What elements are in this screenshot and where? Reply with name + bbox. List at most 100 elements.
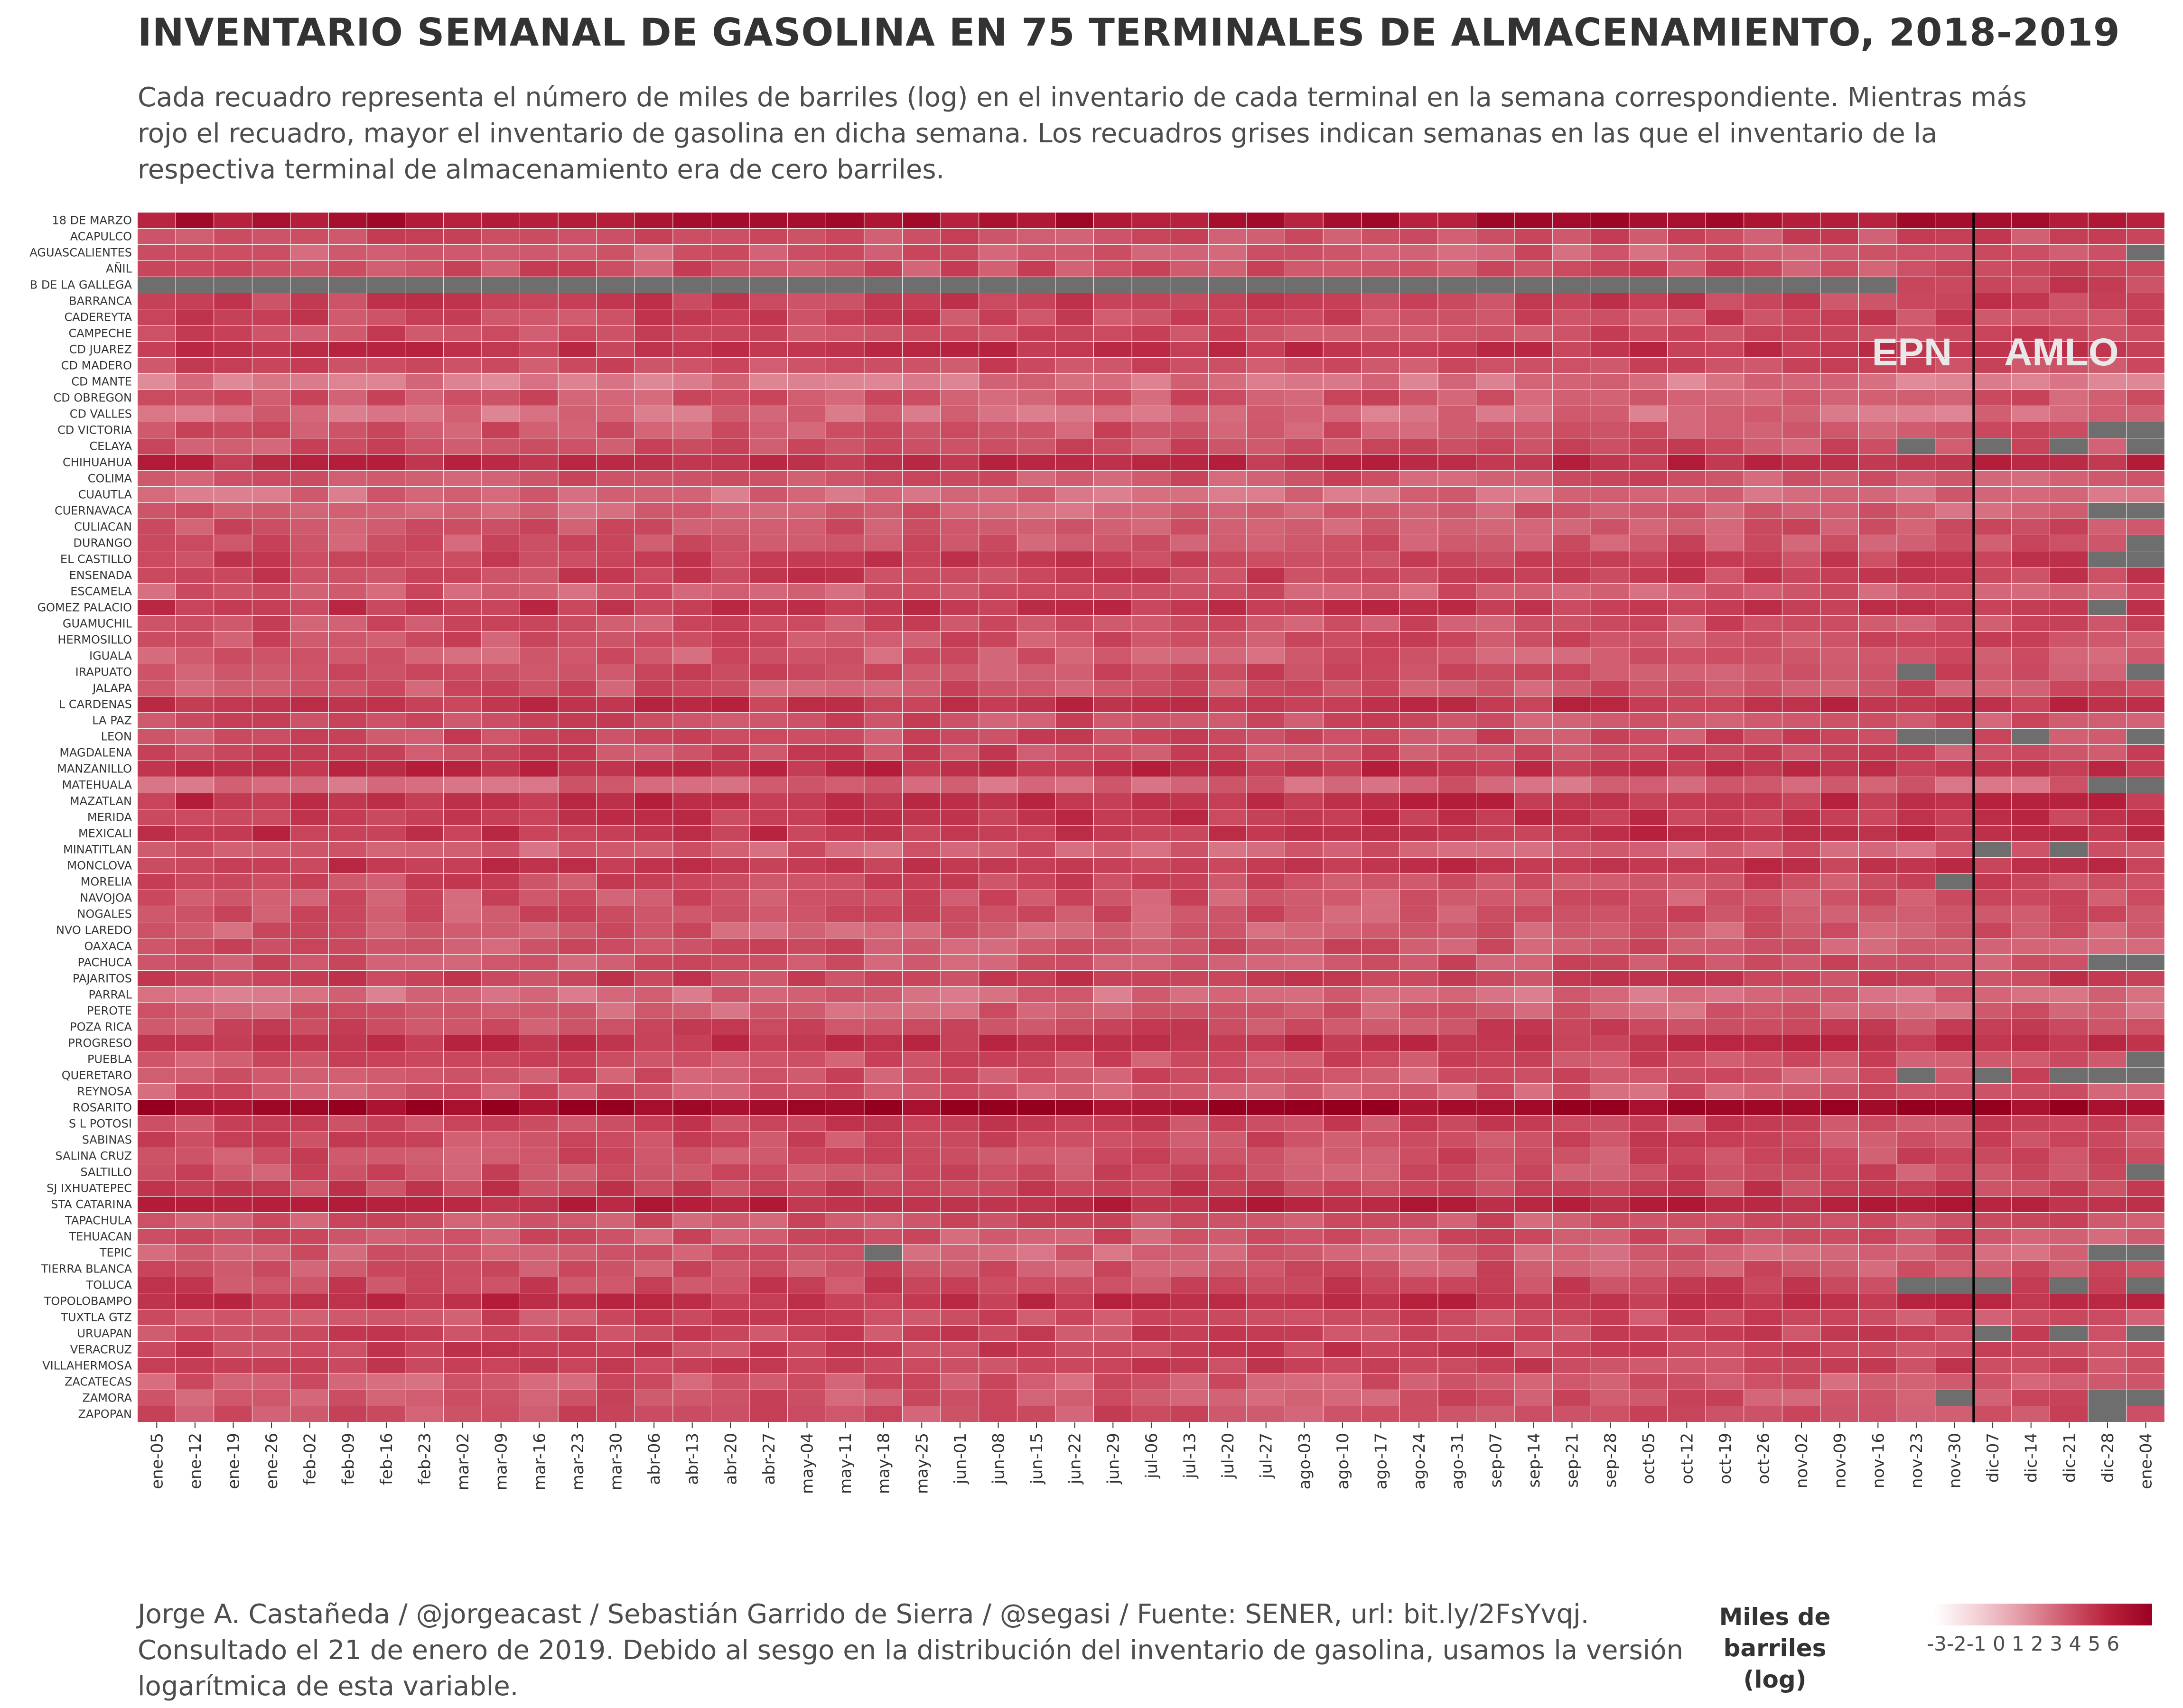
heatmap-cell — [1706, 826, 1744, 841]
heatmap-cell — [749, 955, 788, 970]
heatmap-cell — [979, 325, 1017, 341]
heatmap-cell — [903, 438, 941, 454]
heatmap-cell — [1247, 309, 1285, 325]
heatmap-cell — [1362, 1261, 1399, 1277]
heatmap-cell — [1820, 1213, 1858, 1228]
heatmap-cell — [1668, 277, 1706, 293]
heatmap-cell — [864, 358, 902, 373]
heatmap-cell — [1935, 277, 1973, 293]
heatmap-cell — [1820, 487, 1858, 502]
heatmap-cell — [1094, 471, 1132, 486]
heatmap-cell — [1859, 277, 1897, 293]
heatmap-cell — [903, 358, 941, 373]
heatmap-cell — [1897, 1164, 1935, 1180]
heatmap-cell — [1208, 987, 1247, 1003]
heatmap-cell — [864, 938, 902, 954]
heatmap-cell — [634, 1342, 673, 1357]
heatmap-cell — [979, 858, 1017, 873]
source-caption: Jorge A. Castañeda / @jorgeacast / Sebas… — [138, 1599, 1683, 1702]
heatmap-cell — [1399, 664, 1438, 680]
heatmap-cell — [367, 600, 405, 615]
heatmap-cell — [1170, 309, 1208, 325]
heatmap-cell — [1399, 390, 1438, 406]
heatmap-cell — [558, 309, 597, 325]
heatmap-cell — [176, 1390, 214, 1406]
heatmap-cell — [1170, 1068, 1208, 1083]
heatmap-cell — [1208, 1148, 1247, 1164]
heatmap-cell — [1055, 229, 1093, 244]
terminal-label: ZAMORA — [82, 1391, 132, 1404]
heatmap-cell — [252, 1035, 290, 1051]
heatmap-cell — [1323, 1164, 1362, 1180]
heatmap-cell — [138, 584, 176, 599]
heatmap-cell — [2127, 455, 2164, 470]
heatmap-cell — [1782, 890, 1820, 906]
heatmap-cell — [138, 971, 176, 986]
heatmap-cell — [1706, 842, 1744, 857]
heatmap-cell — [1285, 680, 1323, 696]
heatmap-cell — [2127, 842, 2164, 857]
heatmap-cell — [558, 745, 597, 761]
heatmap-cell — [597, 793, 634, 809]
heatmap-cell — [1591, 390, 1629, 406]
heatmap-cell — [1170, 1003, 1208, 1019]
heatmap-cell — [520, 858, 558, 873]
heatmap-cell — [903, 906, 941, 922]
heatmap-cell — [711, 406, 749, 422]
heatmap-cell — [405, 374, 443, 390]
heatmap-cell — [1285, 1358, 1323, 1374]
heatmap-cell — [1744, 584, 1782, 599]
heatmap-cell — [2088, 761, 2127, 777]
heatmap-cell — [290, 503, 328, 519]
heatmap-cell — [1782, 713, 1820, 728]
heatmap-cell — [1208, 1213, 1247, 1228]
heatmap-cell — [673, 1051, 711, 1067]
heatmap-cell — [903, 374, 941, 390]
heatmap-cell — [367, 987, 405, 1003]
heatmap-cell — [367, 1390, 405, 1406]
heatmap-cell — [1629, 858, 1667, 873]
heatmap-cell — [520, 325, 558, 341]
heatmap-cell — [1706, 680, 1744, 696]
heatmap-cell — [1553, 906, 1591, 922]
heatmap-cell — [1476, 1164, 1514, 1180]
heatmap-cell — [558, 696, 597, 712]
heatmap-cell — [1017, 471, 1055, 486]
heatmap-cell — [138, 793, 176, 809]
heatmap-cell — [2012, 906, 2050, 922]
heatmap-cell — [903, 777, 941, 793]
heatmap-cell — [1553, 1068, 1591, 1083]
heatmap-cell — [903, 826, 941, 841]
heatmap-cell — [290, 874, 328, 890]
heatmap-cell — [1362, 664, 1399, 680]
heatmap-cell — [252, 1229, 290, 1244]
heatmap-cell — [864, 535, 902, 551]
heatmap-cell — [1323, 1390, 1362, 1406]
heatmap-cell — [1935, 858, 1973, 873]
heatmap-cell — [1935, 406, 1973, 422]
heatmap-cell — [1744, 1358, 1782, 1374]
heatmap-cell — [1553, 1358, 1591, 1374]
heatmap-cell — [749, 1180, 788, 1196]
heatmap-cell — [1285, 1084, 1323, 1099]
heatmap-cell — [1859, 938, 1897, 954]
heatmap-cell — [711, 1213, 749, 1228]
heatmap-cell — [979, 1068, 1017, 1083]
heatmap-cell — [252, 1197, 290, 1212]
heatmap-cell — [1935, 1374, 1973, 1390]
heatmap-cell — [864, 293, 902, 309]
heatmap-cell — [864, 374, 902, 390]
heatmap-cell — [1285, 374, 1323, 390]
week-label: dic-14 — [2022, 1433, 2041, 1483]
heatmap-cell — [903, 1035, 941, 1051]
heatmap-cell — [1285, 987, 1323, 1003]
heatmap-cell — [2088, 1019, 2127, 1035]
heatmap-cell — [443, 1035, 482, 1051]
heatmap-cell — [1706, 584, 1744, 599]
heatmap-cell — [1438, 745, 1476, 761]
heatmap-cell — [941, 1035, 979, 1051]
heatmap-cell — [864, 471, 902, 486]
heatmap-cell — [2050, 1019, 2088, 1035]
heatmap-cell — [1132, 1068, 1170, 1083]
heatmap-cell — [1706, 471, 1744, 486]
